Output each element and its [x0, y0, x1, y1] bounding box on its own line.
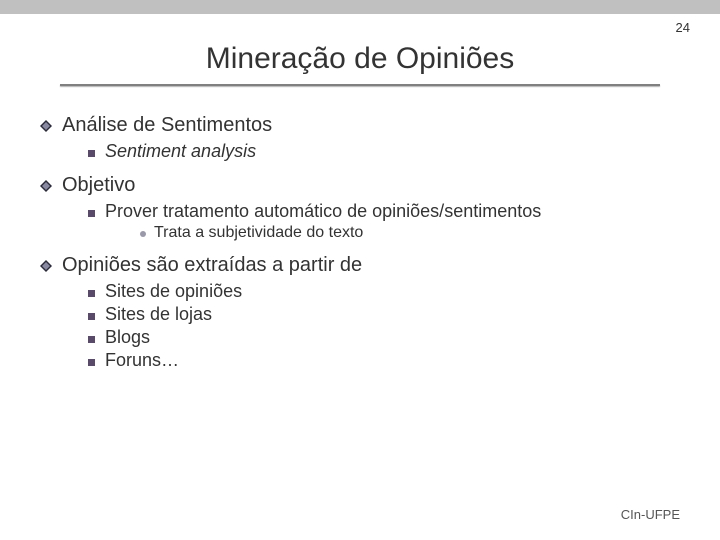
bullet-text: Sites de lojas — [105, 304, 212, 325]
square-icon — [88, 290, 95, 297]
bullet-text: Blogs — [105, 327, 150, 348]
square-icon — [88, 313, 95, 320]
square-icon — [88, 336, 95, 343]
slide-content: Análise de Sentimentos Sentiment analysi… — [0, 86, 720, 371]
bullet-text: Trata a subjetividade do texto — [154, 224, 363, 242]
bullet-level2: Sites de opiniões — [88, 281, 680, 302]
bullet-text: Sites de opiniões — [105, 281, 242, 302]
bullet-text: Objetivo — [62, 174, 135, 197]
bullet-text: Opiniões são extraídas a partir de — [62, 254, 362, 277]
bullet-text: Sentiment analysis — [105, 141, 256, 162]
slide-title: Mineração de Opiniões — [0, 42, 720, 76]
slide-top-bar — [0, 0, 720, 14]
bullet-level1: Objetivo — [40, 174, 680, 197]
diamond-icon — [40, 120, 52, 132]
square-icon — [88, 359, 95, 366]
dot-icon — [140, 231, 146, 237]
diamond-icon — [40, 260, 52, 272]
bullet-level2: Blogs — [88, 327, 680, 348]
page-number: 24 — [676, 20, 690, 35]
diamond-icon — [40, 180, 52, 192]
footer-text: CIn-UFPE — [621, 507, 680, 522]
bullet-level2: Foruns… — [88, 350, 680, 371]
bullet-text: Prover tratamento automático de opiniões… — [105, 201, 541, 222]
bullet-level1: Análise de Sentimentos — [40, 114, 680, 137]
bullet-level2: Sentiment analysis — [88, 141, 680, 162]
bullet-level2: Prover tratamento automático de opiniões… — [88, 201, 680, 222]
bullet-text: Análise de Sentimentos — [62, 114, 272, 137]
bullet-level2: Sites de lojas — [88, 304, 680, 325]
square-icon — [88, 150, 95, 157]
bullet-level1: Opiniões são extraídas a partir de — [40, 254, 680, 277]
bullet-level3: Trata a subjetividade do texto — [140, 224, 680, 242]
square-icon — [88, 210, 95, 217]
bullet-text: Foruns… — [105, 350, 179, 371]
